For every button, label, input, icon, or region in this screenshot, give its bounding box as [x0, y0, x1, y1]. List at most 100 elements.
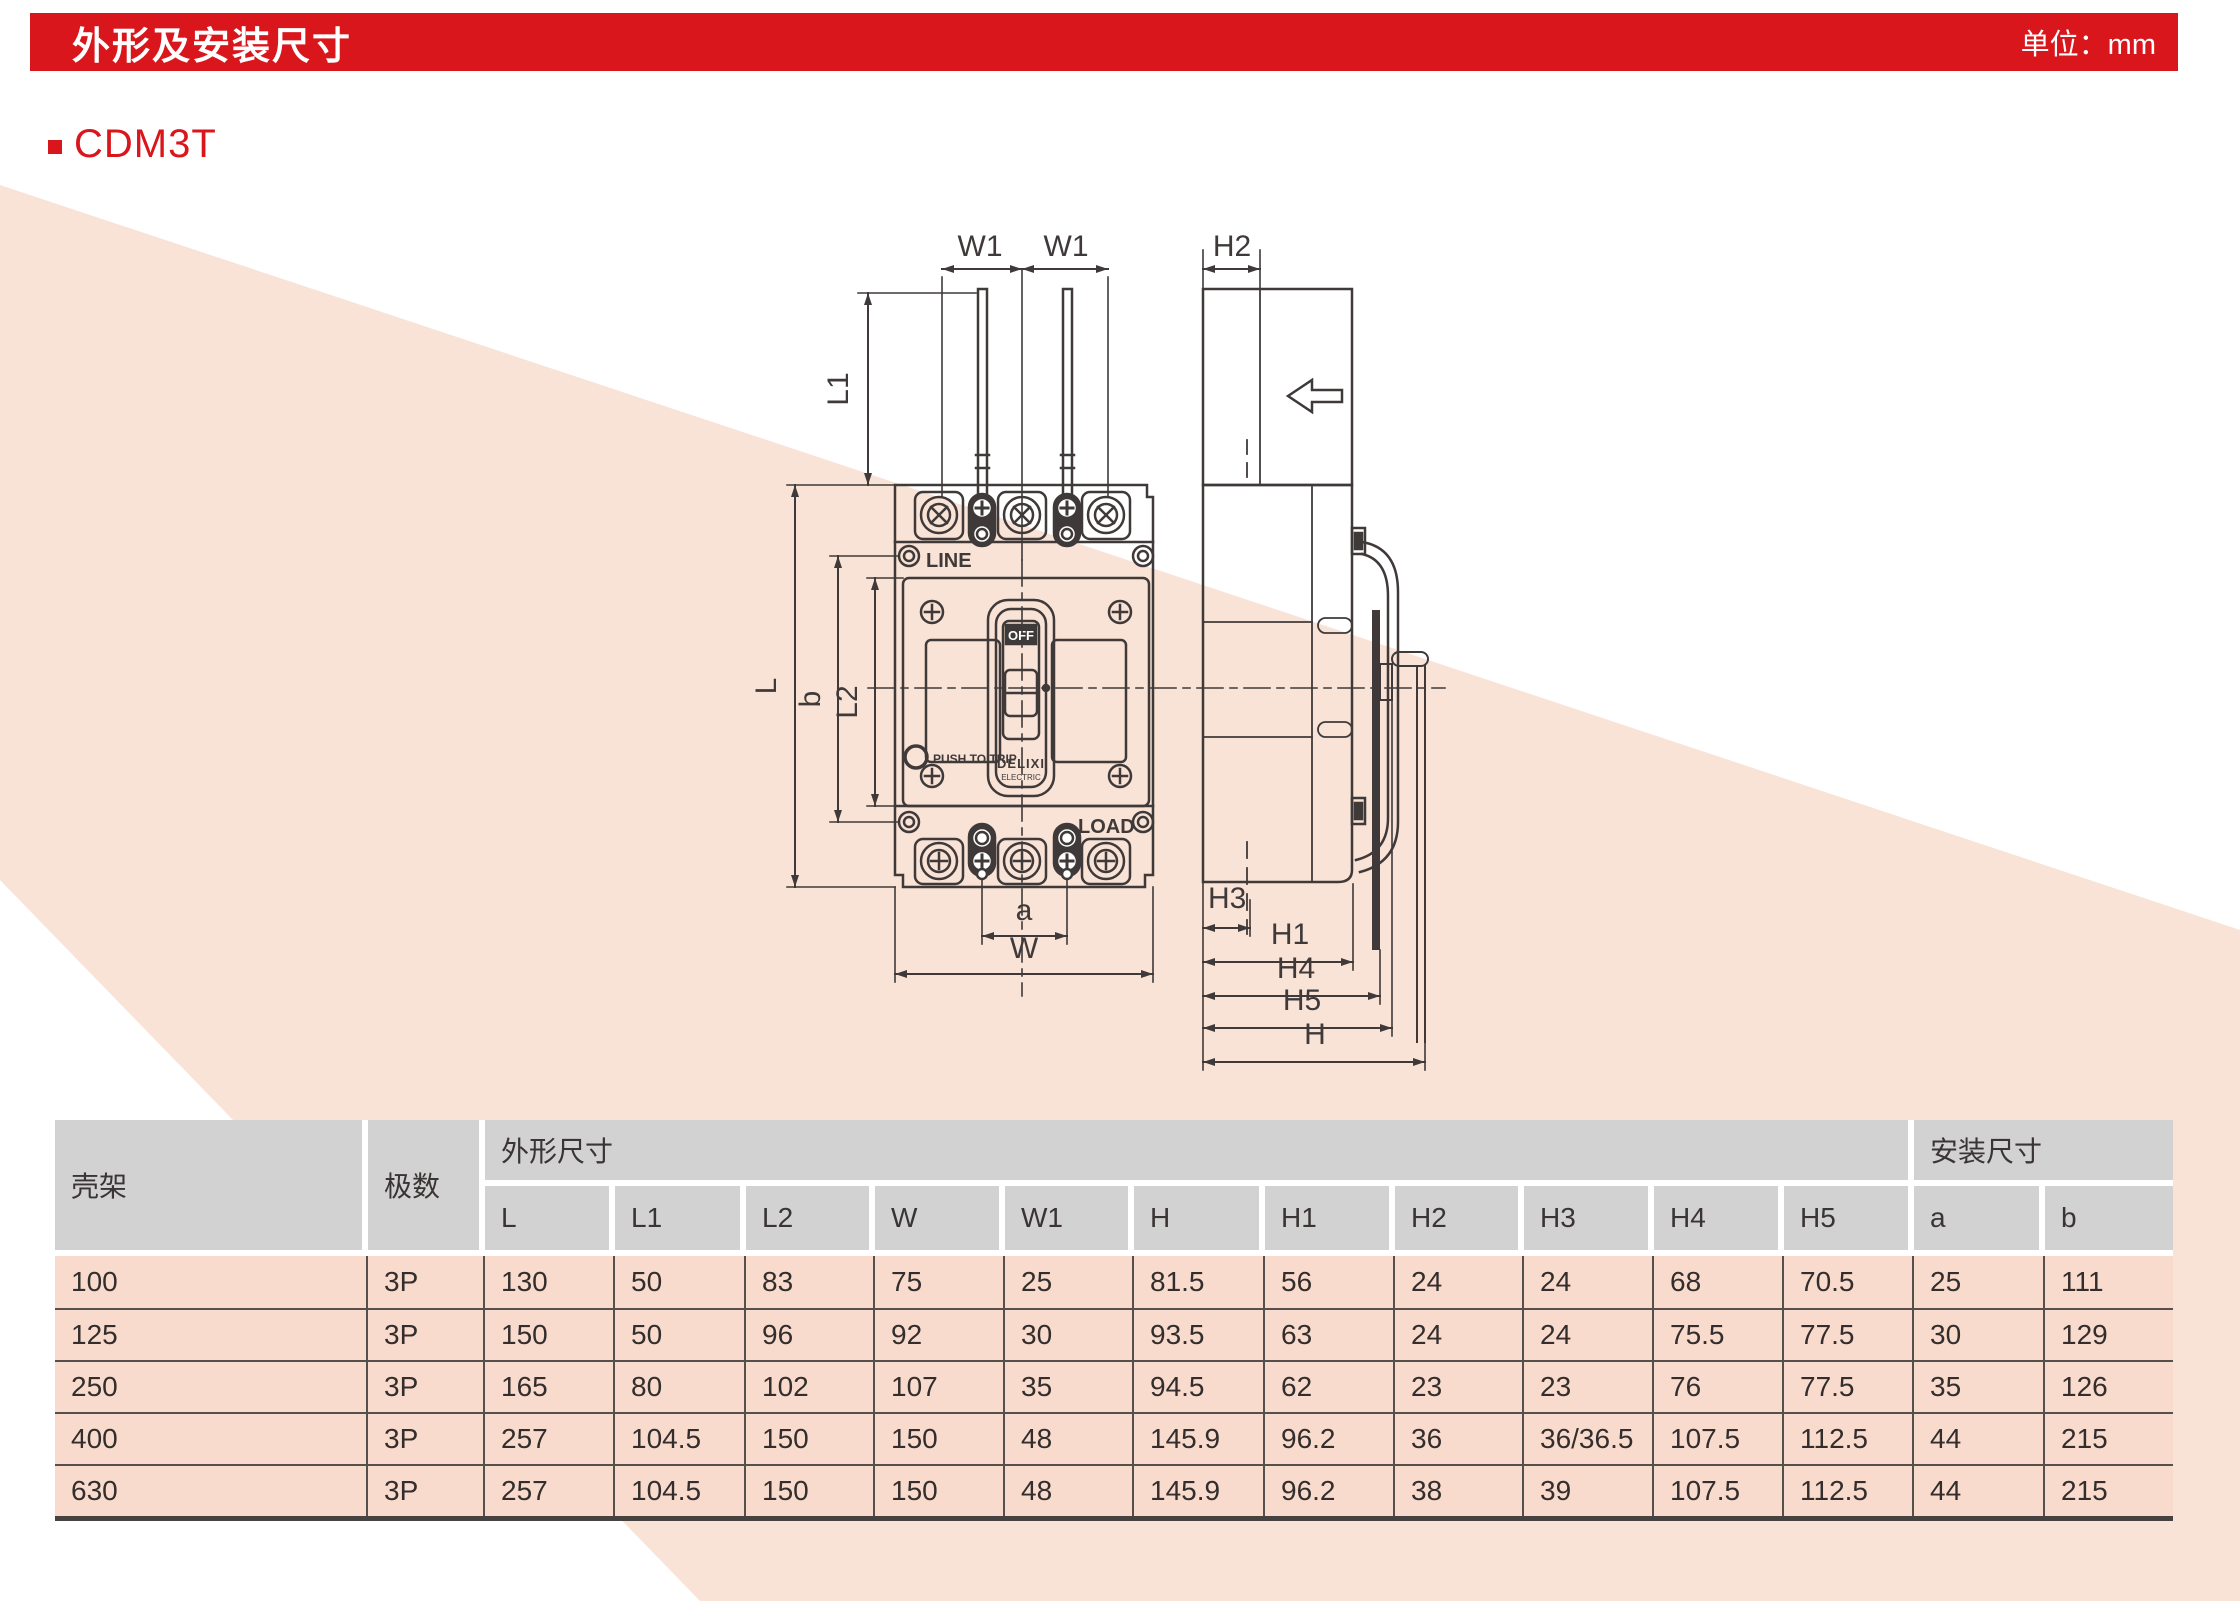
- dim-value-cell: 50: [615, 1308, 746, 1360]
- dim-value-cell: 24: [1395, 1256, 1524, 1308]
- dim-value-cell: 25: [1005, 1256, 1134, 1308]
- poles-cell: 3P: [368, 1412, 485, 1464]
- line-label: LINE: [926, 550, 972, 572]
- dim-value-cell: 257: [485, 1412, 615, 1464]
- dim-value-cell: 30: [1914, 1308, 2045, 1360]
- brand-label: DELIXI: [997, 756, 1045, 771]
- column-header-H4: H4: [1654, 1186, 1784, 1250]
- column-header-H1: H1: [1265, 1186, 1395, 1250]
- dim-value-cell: 107.5: [1654, 1464, 1784, 1516]
- dim-value-cell: 257: [485, 1464, 615, 1516]
- dim-value-cell: 104.5: [615, 1412, 746, 1464]
- dim-h: H: [1304, 1018, 1326, 1051]
- dim-value-cell: 25: [1914, 1256, 2045, 1308]
- dim-value-cell: 96.2: [1265, 1412, 1395, 1464]
- frame-cell: 630: [55, 1464, 368, 1516]
- dim-value-cell: 130: [485, 1256, 615, 1308]
- dim-value-cell: 83: [746, 1256, 875, 1308]
- dim-value-cell: 68: [1654, 1256, 1784, 1308]
- dim-value-cell: 150: [746, 1464, 875, 1516]
- dimension-table: 壳架 极数 外形尺寸 安装尺寸 L L1 L2 W W1 H H1 H2 H3 H4 H5 a b 10…: [55, 1120, 2173, 1521]
- dim-value-cell: 24: [1524, 1308, 1654, 1360]
- column-header-L2: L2: [746, 1186, 875, 1250]
- poles-cell: 3P: [368, 1256, 485, 1308]
- dim-value-cell: 24: [1524, 1256, 1654, 1308]
- column-header-H: H: [1134, 1186, 1265, 1250]
- dim-value-cell: 23: [1395, 1360, 1524, 1412]
- header-poles: 极数: [368, 1120, 485, 1250]
- panel-plate: [1372, 610, 1380, 950]
- dim-value-cell: 63: [1265, 1308, 1395, 1360]
- dim-value-cell: 94.5: [1134, 1360, 1265, 1412]
- dim-value-cell: 75: [875, 1256, 1005, 1308]
- product-name: CDM3T: [74, 122, 217, 166]
- dim-value-cell: 107: [875, 1360, 1005, 1412]
- brand-sub-label: ELECTRIC: [1001, 773, 1041, 782]
- column-header-W1: W1: [1005, 1186, 1134, 1250]
- dim-value-cell: 50: [615, 1256, 746, 1308]
- handle-rod-cap: [1391, 651, 1429, 667]
- column-header-L1: L1: [615, 1186, 746, 1250]
- dim-value-cell: 36: [1395, 1412, 1524, 1464]
- dim-value-cell: 70.5: [1784, 1256, 1914, 1308]
- column-header-H5: H5: [1784, 1186, 1914, 1250]
- dim-l2: L2: [831, 685, 864, 718]
- dim-value-cell: 30: [1005, 1308, 1134, 1360]
- front-view-dimensions: W1 W1 L1 L b L2 a W: [750, 230, 1154, 983]
- dim-value-cell: 44: [1914, 1412, 2045, 1464]
- dim-value-cell: 112.5: [1784, 1464, 1914, 1516]
- mount-screw: [897, 544, 921, 568]
- poles-cell: 3P: [368, 1464, 485, 1516]
- red-bullet-icon: [48, 139, 62, 154]
- dim-l: L: [750, 678, 783, 695]
- column-header-H2: H2: [1395, 1186, 1524, 1250]
- frame-cell: 100: [55, 1256, 368, 1308]
- dim-value-cell: 35: [1914, 1360, 2045, 1412]
- dim-value-cell: 104.5: [615, 1464, 746, 1516]
- section-header-bar: 外形及安装尺寸 单位：mm: [30, 13, 2178, 71]
- dim-value-cell: 38: [1395, 1464, 1524, 1516]
- dim-l1: L1: [822, 372, 855, 405]
- dim-value-cell: 102: [746, 1360, 875, 1412]
- front-view: LINE OFF DELIXI ELECTRIC PUSH TO TRIP LO…: [867, 268, 1446, 997]
- dim-value-cell: 81.5: [1134, 1256, 1265, 1308]
- side-body-outline: [1201, 483, 1354, 884]
- dim-h4: H4: [1277, 952, 1315, 985]
- dim-b: b: [794, 691, 827, 708]
- dim-value-cell: 96: [746, 1308, 875, 1360]
- poles-cell: 3P: [368, 1308, 485, 1360]
- dim-value-cell: 215: [2045, 1412, 2173, 1464]
- page-title: 外形及安装尺寸: [72, 25, 353, 68]
- dim-a: a: [1016, 894, 1033, 927]
- push-to-trip-label: PUSH TO TRIP: [933, 752, 1017, 766]
- dim-value-cell: 76: [1654, 1360, 1784, 1412]
- dim-h2: H2: [1213, 230, 1251, 263]
- frame-cell: 125: [55, 1308, 368, 1360]
- product-row: CDM3T: [48, 122, 217, 167]
- dim-value-cell: 215: [2045, 1464, 2173, 1516]
- dim-value-cell: 24: [1395, 1308, 1524, 1360]
- dim-value-cell: 150: [485, 1308, 615, 1360]
- dim-value-cell: 75.5: [1654, 1308, 1784, 1360]
- dim-value-cell: 96.2: [1265, 1464, 1395, 1516]
- dim-value-cell: 126: [2045, 1360, 2173, 1412]
- header-body-gap: [55, 1250, 2173, 1256]
- dim-h5: H5: [1283, 984, 1321, 1017]
- breaker-body-outline: [893, 483, 1155, 889]
- dim-value-cell: 77.5: [1784, 1308, 1914, 1360]
- dim-value-cell: 111: [2045, 1256, 2173, 1308]
- dim-h1: H1: [1271, 918, 1309, 951]
- header-frame: 壳架: [55, 1120, 368, 1250]
- dim-value-cell: 44: [1914, 1464, 2045, 1516]
- column-header-H3: H3: [1524, 1186, 1654, 1250]
- dim-h3: H3: [1208, 882, 1246, 915]
- dim-value-cell: 39: [1524, 1464, 1654, 1516]
- dim-value-cell: 107.5: [1654, 1412, 1784, 1464]
- frame-cell: 400: [55, 1412, 368, 1464]
- direction-arrow-icon: [1285, 377, 1344, 415]
- dim-value-cell: 36/36.5: [1524, 1412, 1654, 1464]
- dim-value-cell: 150: [875, 1464, 1005, 1516]
- dim-value-cell: 77.5: [1784, 1360, 1914, 1412]
- dim-value-cell: 48: [1005, 1464, 1134, 1516]
